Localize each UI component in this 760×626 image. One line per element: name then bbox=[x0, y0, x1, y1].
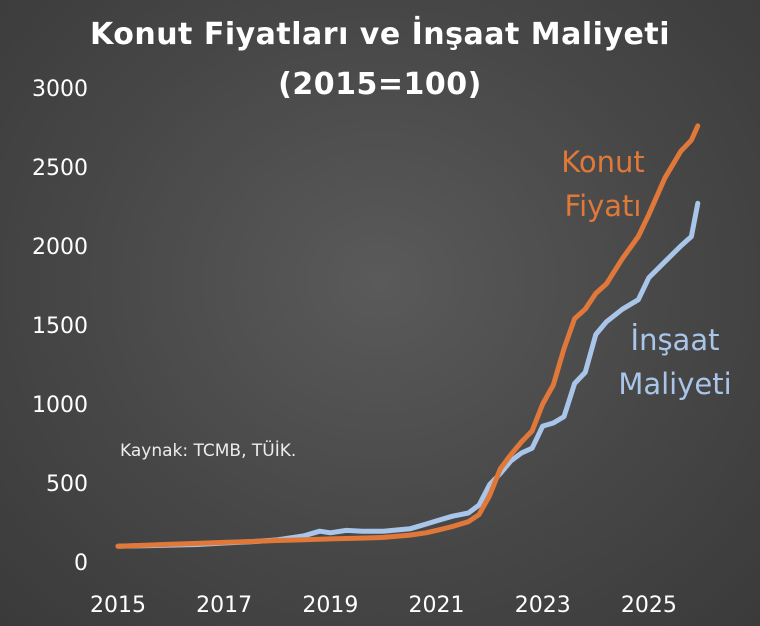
series-label-insaat-maliyeti: Maliyeti bbox=[618, 367, 731, 401]
x-tick-label: 2015 bbox=[90, 593, 146, 618]
series-labels: Konut Fiyatı İnşaat Maliyeti bbox=[561, 145, 731, 401]
y-tick-label: 500 bbox=[46, 472, 88, 497]
x-axis: 2015 2017 2019 2021 2023 2025 bbox=[90, 593, 677, 618]
series-label-konut-fiyati: Fiyatı bbox=[565, 189, 642, 223]
y-tick-label: 1000 bbox=[32, 393, 88, 418]
y-axis: 0 500 1000 1500 2000 2500 3000 bbox=[32, 77, 88, 576]
chart-subtitle: (2015=100) bbox=[278, 67, 482, 102]
plot-area bbox=[115, 123, 701, 549]
chart-title: Konut Fiyatları ve İnşaat Maliyeti bbox=[90, 16, 670, 52]
series-label-konut-fiyati: Konut bbox=[561, 145, 644, 179]
x-tick-label: 2019 bbox=[302, 593, 358, 618]
y-tick-label: 2000 bbox=[32, 235, 88, 260]
y-tick-label: 2500 bbox=[32, 156, 88, 181]
x-tick-label: 2025 bbox=[621, 593, 677, 618]
source-note: Kaynak: TCMB, TÜİK. bbox=[120, 439, 296, 461]
series-label-insaat-maliyeti: İnşaat bbox=[631, 323, 720, 357]
x-tick-label: 2021 bbox=[409, 593, 465, 618]
y-tick-label: 1500 bbox=[32, 314, 88, 339]
series-line-insaat-maliyeti bbox=[115, 200, 701, 549]
y-tick-label: 3000 bbox=[32, 77, 88, 102]
x-tick-label: 2017 bbox=[196, 593, 252, 618]
series-line-konut-fiyati bbox=[115, 123, 701, 549]
y-tick-label: 0 bbox=[74, 551, 88, 576]
x-tick-label: 2023 bbox=[515, 593, 571, 618]
